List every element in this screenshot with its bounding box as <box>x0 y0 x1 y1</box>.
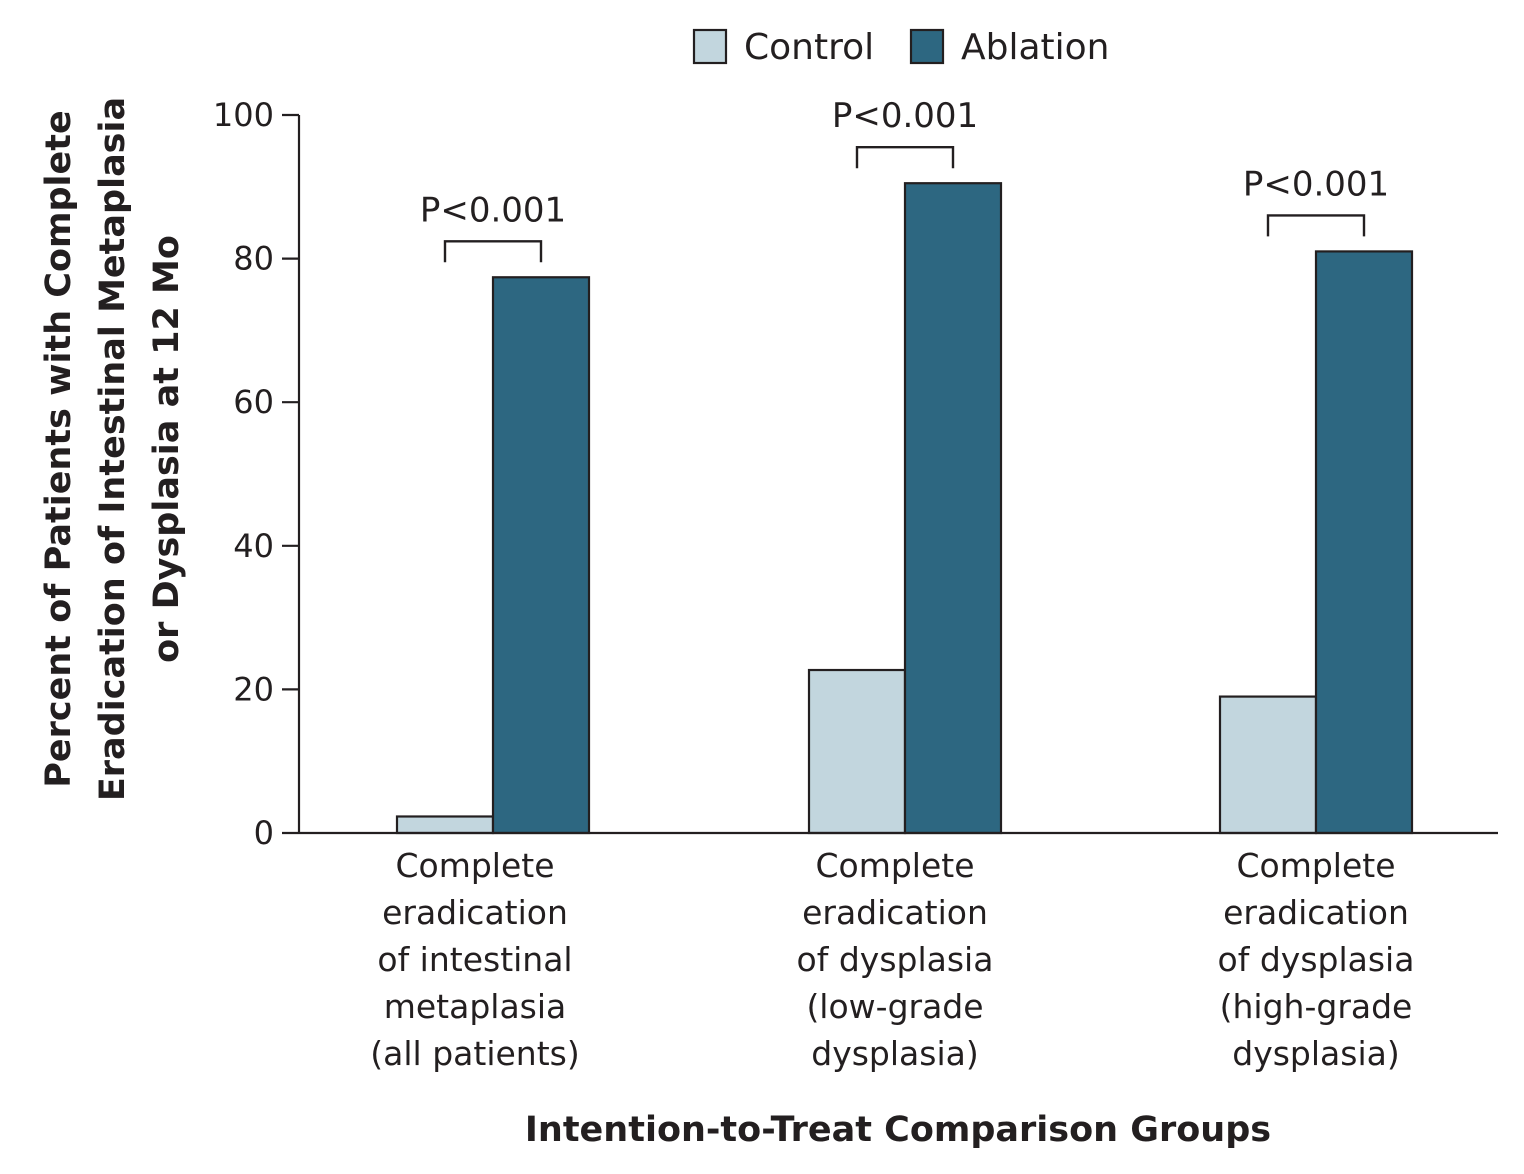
p-value-label: P<0.001 <box>1243 164 1389 204</box>
y-tick-label: 100 <box>213 96 274 134</box>
x-axis: Complete eradication of intestinal metaplas… <box>299 831 1498 1073</box>
bars-group <box>395 182 1414 835</box>
y-tick-label: 40 <box>233 527 274 565</box>
bar-ablation-3 <box>1314 250 1414 835</box>
x-category-label: Complete eradication of intestinal metaplas… <box>370 846 579 1073</box>
legend-swatch-ablation <box>909 28 945 65</box>
y-tick-label: 0 <box>254 814 274 852</box>
y-axis-title: Percent of Patients with Complete Eradica… <box>39 97 187 801</box>
bar-control-1 <box>395 815 495 835</box>
bar-ablation-2 <box>903 182 1003 835</box>
bar-ablation-1 <box>491 276 591 835</box>
legend: Control Ablation <box>692 27 1110 68</box>
p-value-bracket <box>855 146 955 169</box>
legend-label-ablation: Ablation <box>961 27 1110 68</box>
y-tick-label: 60 <box>233 383 274 421</box>
legend-swatch-control <box>692 28 728 65</box>
y-tick-label: 20 <box>233 670 274 708</box>
p-value-bracket <box>1266 214 1366 237</box>
y-axis: 0 20 40 60 80 100 <box>213 96 301 852</box>
x-category-label: Complete eradication of dysplasia (low-grad… <box>797 846 994 1073</box>
y-axis-title-text: Percent of Patients with Complete Eradica… <box>39 97 187 801</box>
p-value-label: P<0.001 <box>832 96 978 136</box>
y-tick-label: 80 <box>233 240 274 278</box>
legend-label-control: Control <box>744 27 874 68</box>
p-value-label: P<0.001 <box>420 190 566 230</box>
x-axis-title: Intention-to-Treat Comparison Groups <box>525 1110 1271 1150</box>
bar-control-3 <box>1218 695 1318 835</box>
bar-control-2 <box>807 668 907 835</box>
p-value-bracket <box>443 240 543 263</box>
p-value-annotations: P<0.001 P<0.001 P<0.001 <box>420 96 1389 263</box>
x-category-label: Complete eradication of dysplasia (high-gra… <box>1218 846 1415 1073</box>
